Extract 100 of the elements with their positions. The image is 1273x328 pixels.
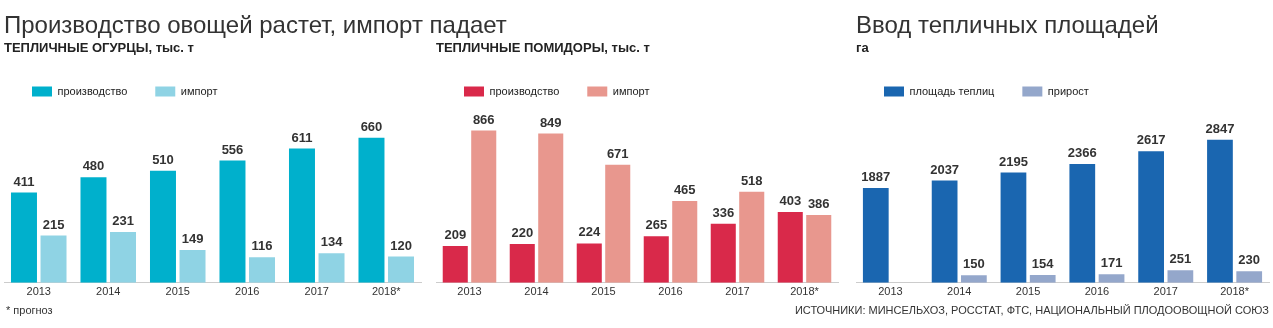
legend-label: площадь теплиц bbox=[909, 84, 996, 97]
bar bbox=[739, 191, 765, 283]
bar bbox=[358, 137, 385, 283]
data-label: 171 bbox=[1100, 255, 1123, 271]
text: * прогноз bbox=[6, 304, 53, 316]
data-label: 251 bbox=[1169, 251, 1192, 267]
data-label: 2366 bbox=[1067, 145, 1097, 161]
x-tick-label: 2017 bbox=[1153, 285, 1178, 298]
bar bbox=[288, 148, 315, 283]
data-label: 116 bbox=[251, 238, 273, 254]
bar bbox=[149, 170, 176, 283]
data-label: 120 bbox=[390, 237, 412, 253]
bar bbox=[672, 201, 698, 283]
data-label: 671 bbox=[606, 145, 629, 161]
x-tick-label: 2015 bbox=[165, 285, 190, 298]
data-label: 154 bbox=[1031, 256, 1055, 272]
bar bbox=[219, 160, 246, 283]
bar bbox=[710, 223, 736, 283]
x-tick-label: 2014 bbox=[524, 285, 549, 298]
chart-subtitle: га bbox=[856, 40, 870, 57]
bar bbox=[1000, 172, 1027, 283]
bar bbox=[1167, 270, 1194, 283]
x-tick-label: 2016 bbox=[658, 285, 683, 298]
data-label: 2847 bbox=[1205, 120, 1235, 136]
data-label: 411 bbox=[13, 173, 35, 189]
data-label: 2195 bbox=[999, 153, 1028, 169]
data-label: 611 bbox=[291, 129, 313, 145]
x-tick-label: 2018* bbox=[371, 285, 402, 298]
bar bbox=[179, 250, 206, 283]
bar bbox=[471, 130, 497, 283]
data-label: 866 bbox=[472, 111, 495, 127]
bar bbox=[1138, 151, 1164, 283]
bar bbox=[388, 256, 415, 283]
data-label: 134 bbox=[320, 234, 344, 250]
x-tick-label: 2015 bbox=[591, 285, 616, 298]
bar bbox=[643, 236, 669, 283]
bar bbox=[249, 257, 276, 283]
chart-title: Ввод тепличных площадей bbox=[856, 10, 1160, 40]
text: ИСТОЧНИКИ: МИНСЕЛЬХОЗ, РОССТАТ, ФТС, НАЦИОНАЛЬНЫЙ ПЛОДООВОЩНОЙ СОЮЗ bbox=[794, 304, 1269, 316]
bar bbox=[110, 232, 137, 283]
bar bbox=[806, 214, 832, 283]
data-label: 230 bbox=[1238, 252, 1261, 268]
data-label: 149 bbox=[181, 231, 204, 247]
bar bbox=[1207, 139, 1233, 283]
data-label: 209 bbox=[444, 227, 467, 243]
bar bbox=[1029, 275, 1056, 283]
x-tick-label: 2017 bbox=[725, 285, 750, 298]
bar bbox=[442, 246, 468, 283]
data-label: 2037 bbox=[930, 161, 960, 177]
bar bbox=[538, 133, 564, 283]
bar bbox=[862, 188, 889, 283]
x-tick-label: 2016 bbox=[235, 285, 260, 298]
chart-title: ТЕПЛИЧНЫЕ ПОМИДОРЫ, тыс. т bbox=[436, 40, 651, 57]
data-label: 660 bbox=[360, 118, 383, 134]
data-label: 220 bbox=[511, 225, 534, 241]
data-label: 556 bbox=[221, 141, 244, 157]
data-label: 849 bbox=[539, 114, 562, 130]
x-tick-label: 2013 bbox=[26, 285, 51, 298]
data-label: 215 bbox=[42, 216, 65, 232]
chart-subtitle: ТЕПЛИЧНЫЕ ОГУРЦЫ, тыс. т bbox=[4, 40, 195, 57]
data-label: 510 bbox=[152, 151, 174, 167]
x-tick-label: 2014 bbox=[96, 285, 121, 298]
x-tick-label: 2018* bbox=[790, 285, 820, 298]
legend-label: производство bbox=[489, 84, 560, 97]
data-label: 224 bbox=[578, 224, 601, 240]
chart-title: Производство овощей растет, импорт падает bbox=[4, 10, 507, 40]
legend-label: производство bbox=[57, 84, 128, 97]
bar bbox=[1069, 163, 1096, 283]
bar bbox=[961, 275, 987, 283]
bar bbox=[777, 211, 803, 283]
bar bbox=[509, 244, 535, 283]
data-label: 386 bbox=[807, 196, 830, 212]
x-tick-label: 2013 bbox=[878, 285, 903, 298]
bar bbox=[10, 192, 37, 283]
bar bbox=[605, 164, 631, 283]
bar bbox=[1236, 271, 1263, 283]
data-label: 336 bbox=[712, 204, 735, 220]
data-label: 1887 bbox=[861, 169, 891, 185]
legend-label: прирост bbox=[1047, 84, 1089, 97]
x-tick-label: 2017 bbox=[304, 285, 329, 298]
data-label: 150 bbox=[963, 256, 985, 272]
data-label: 518 bbox=[740, 172, 763, 188]
bar bbox=[40, 235, 67, 283]
legend-label: импорт bbox=[180, 84, 218, 97]
bar bbox=[576, 243, 602, 283]
x-tick-label: 2018* bbox=[1220, 285, 1250, 298]
bar bbox=[318, 253, 345, 283]
bar bbox=[1098, 274, 1125, 283]
data-label: 480 bbox=[82, 158, 105, 174]
bar bbox=[80, 177, 107, 283]
x-tick-label: 2015 bbox=[1015, 285, 1041, 298]
x-tick-label: 2014 bbox=[947, 285, 972, 298]
bar bbox=[931, 180, 958, 283]
legend-label: импорт bbox=[612, 84, 650, 97]
x-tick-label: 2013 bbox=[457, 285, 482, 298]
data-label: 2617 bbox=[1136, 132, 1166, 148]
data-label: 265 bbox=[645, 217, 668, 233]
data-label: 231 bbox=[112, 213, 134, 229]
x-tick-label: 2016 bbox=[1084, 285, 1110, 298]
data-label: 403 bbox=[779, 193, 802, 209]
